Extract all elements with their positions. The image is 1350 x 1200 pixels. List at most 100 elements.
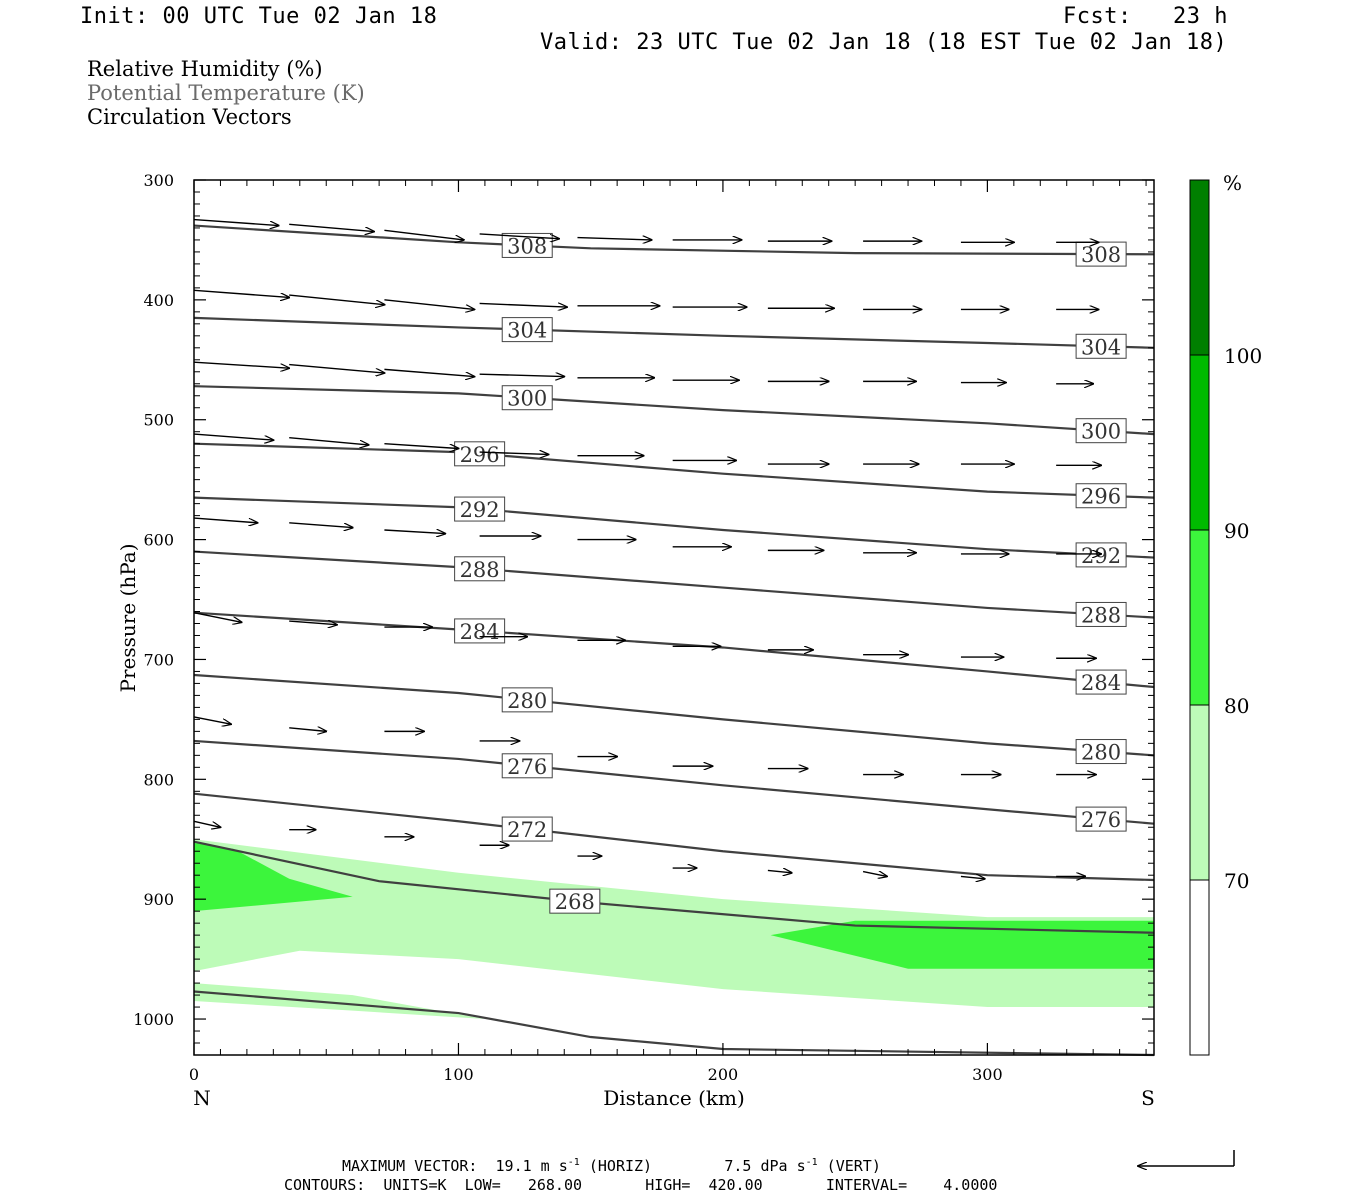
theta-contour-label-box	[501, 687, 553, 713]
circulation-vector	[193, 820, 220, 827]
theta-contour-label: 304	[507, 319, 547, 343]
init-time: Init: 00 UTC Tue 02 Jan 18	[80, 4, 438, 29]
y-tick-label: 1000	[133, 1010, 174, 1029]
theta-contour-label-box	[501, 385, 553, 411]
colorbar-segment	[1190, 705, 1209, 880]
theta-contour-label: 300	[507, 387, 547, 411]
theta-contour-label: 288	[1081, 603, 1121, 627]
circulation-vector	[384, 368, 474, 376]
max-vector-exponent-vert: -1	[805, 1157, 818, 1168]
x-tick-label: 300	[972, 1065, 1003, 1084]
rh-region-80	[770, 920, 1154, 969]
theta-contour-line	[193, 990, 1155, 1057]
colorbar: 70 80 90 100%	[1189, 171, 1262, 1056]
circulation-vector	[193, 289, 289, 297]
max-vector-exponent-horiz: -1	[567, 1157, 580, 1168]
theta-contour-label-box	[454, 441, 506, 467]
colorbar-segment	[1190, 180, 1209, 355]
theta-contour-label-box	[1075, 601, 1127, 627]
theta-contour-label-box	[1075, 669, 1127, 695]
circulation-vector	[479, 303, 567, 307]
theta-contour-label-box	[454, 496, 506, 522]
theta-contour-line	[193, 739, 1155, 825]
circulation-vector	[289, 522, 352, 528]
colorbar-frame	[1189, 179, 1210, 1056]
contours-note: CONTOURS: UNITS=K LOW= 268.00 HIGH= 420.…	[284, 1176, 998, 1194]
theta-contours: 308 308 304 304 300 300 296 296 292 292 288 288 284 2…	[193, 224, 1155, 1057]
theta-contour-label: 280	[1081, 741, 1121, 765]
theta-contour-label-box	[501, 816, 553, 842]
field-vectors: Circulation Vectors	[87, 105, 292, 129]
circulation-vector	[193, 612, 242, 623]
left-end-label: N	[193, 1086, 211, 1110]
theta-contour-label-box	[1075, 739, 1127, 765]
forecast-hour: Fcst: 23 h	[1063, 4, 1228, 29]
y-tick-label: 900	[143, 890, 174, 909]
theta-contour-label-box	[1075, 418, 1127, 444]
colorbar-segment	[1190, 355, 1209, 530]
colorbar-segment	[1190, 880, 1209, 1055]
circulation-vector	[289, 363, 384, 373]
theta-contour-line	[193, 673, 1155, 757]
circulation-vector	[289, 223, 374, 231]
y-tick-label: 600	[143, 531, 174, 550]
x-tick-label: 200	[708, 1065, 739, 1084]
theta-contour-label: 284	[1081, 671, 1121, 695]
theta-contour-label-box	[501, 317, 553, 343]
plot-frame	[193, 179, 1155, 1056]
colorbar-level-label: 70	[1224, 869, 1249, 893]
theta-contour-label: 304	[1081, 335, 1121, 359]
theta-contour-label: 308	[507, 234, 547, 258]
rh-region-80	[194, 842, 353, 912]
circulation-vector	[479, 374, 565, 376]
theta-contour-line	[193, 224, 1155, 256]
theta-contour-line	[193, 316, 1155, 349]
circulation-vector	[960, 876, 985, 878]
circulation-vector	[479, 452, 549, 454]
circulation-vector	[289, 621, 337, 625]
theta-contour-label-box	[1075, 333, 1127, 359]
theta-contour-label-box	[1075, 241, 1127, 267]
colorbar-segment	[1190, 530, 1209, 705]
circulation-vectors	[193, 218, 1101, 879]
reference-vector	[1138, 1150, 1235, 1166]
theta-contour-label: 292	[460, 498, 500, 522]
theta-contour-line	[193, 611, 1155, 689]
theta-contour-line	[193, 442, 1155, 499]
colorbar-level-label: 100	[1224, 344, 1262, 368]
circulation-vector	[479, 233, 559, 239]
theta-contour-label: 268	[555, 890, 595, 914]
theta-contour-label: 272	[507, 818, 547, 842]
theta-contour-line	[193, 550, 1155, 619]
theta-contour-label-box	[1075, 483, 1127, 509]
y-tick-label: 800	[143, 770, 174, 789]
rh-region-70	[194, 983, 485, 1020]
theta-contour-label-box	[1075, 806, 1127, 832]
circulation-vector	[577, 238, 651, 240]
max-vector-note: MAXIMUM VECTOR: 19.1 m s-1 (HORIZ) 7.5 d…	[342, 1157, 881, 1175]
circulation-vector	[289, 437, 368, 445]
x-tick-label: 0	[189, 1065, 199, 1084]
valid-time: Valid: 23 UTC Tue 02 Jan 18 (18 EST Tue …	[540, 30, 1228, 55]
circulation-vector	[767, 870, 792, 872]
theta-contour-label: 296	[1081, 485, 1121, 509]
theta-contour-label: 276	[1081, 808, 1121, 832]
axes: 300 400 500 600 700 800 900 1000 0 100 200 300	[133, 171, 1154, 1084]
circulation-vector	[193, 218, 279, 226]
y-tick-label: 500	[143, 411, 174, 430]
right-end-label: S	[1141, 1086, 1155, 1110]
circulation-vector	[193, 433, 273, 440]
field-rh: Relative Humidity (%)	[87, 57, 323, 81]
theta-contour-line	[193, 385, 1155, 436]
circulation-vector	[289, 294, 384, 305]
max-vector-mid-text: (HORIZ) 7.5 dPa s	[579, 1157, 806, 1175]
max-vector-end-text: (VERT)	[817, 1157, 881, 1175]
theta-contour-label-box	[454, 618, 506, 644]
y-tick-label: 400	[143, 291, 174, 310]
theta-contour-label: 276	[507, 755, 547, 779]
circulation-vector	[384, 530, 445, 534]
circulation-vector	[384, 229, 463, 240]
circulation-vector	[193, 517, 257, 523]
circulation-vector	[193, 716, 231, 724]
